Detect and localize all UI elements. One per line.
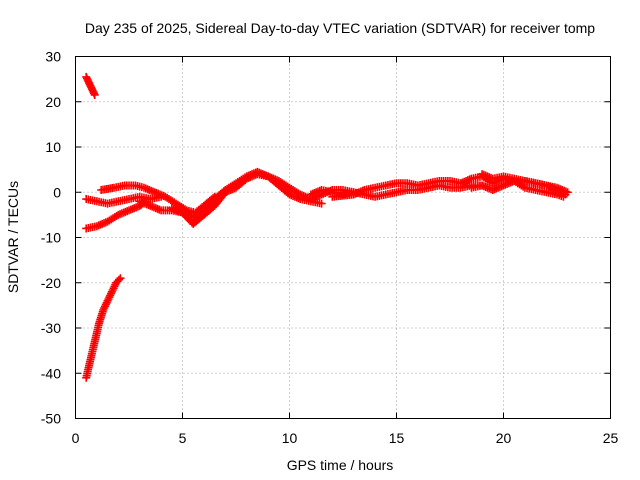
data-point [559, 189, 568, 198]
data-point [107, 287, 116, 296]
data-point [107, 289, 116, 298]
data-point [101, 302, 110, 311]
data-point [115, 275, 124, 284]
y-tick-label: 30 [45, 49, 61, 65]
x-tick-label: 20 [496, 430, 512, 446]
data-points-layer [82, 72, 572, 382]
data-point [317, 199, 326, 208]
series-pass-a [82, 72, 99, 99]
series-pass-b [82, 274, 125, 382]
data-point [103, 296, 112, 305]
tick-labels-layer: 0 5 10 15 20 25 -50 -40 -30 -20 -10 0 10 20 30 [41, 49, 619, 447]
x-tick-label: 25 [603, 430, 619, 446]
y-axis-title: SDTVAR / TECUs [5, 181, 21, 293]
ticks-layer [75, 56, 611, 419]
x-axis-title: GPS time / hours [287, 457, 394, 473]
data-point [106, 291, 115, 300]
data-point [108, 285, 117, 294]
y-tick-label: -20 [41, 275, 61, 291]
x-tick-label: 10 [282, 430, 298, 446]
data-point [101, 300, 110, 309]
y-tick-label: -30 [41, 320, 61, 336]
data-point [116, 274, 125, 283]
y-tick-label: 20 [45, 94, 61, 110]
chart-title: Day 235 of 2025, Sidereal Day-to-day VTE… [85, 20, 595, 36]
data-point [561, 190, 570, 199]
y-tick-label: 0 [53, 184, 61, 200]
series-pass-g [167, 167, 326, 222]
y-tick-label: -10 [41, 230, 61, 246]
x-tick-label: 15 [389, 430, 405, 446]
data-point [90, 90, 99, 99]
data-point [102, 298, 111, 307]
data-point [105, 293, 114, 302]
grid-layer [75, 56, 611, 419]
x-tick-label: 0 [72, 430, 80, 446]
data-point [109, 284, 118, 293]
data-point [99, 305, 108, 314]
data-point [104, 295, 113, 304]
y-tick-label: -40 [41, 365, 61, 381]
y-tick-label: -50 [41, 411, 61, 427]
x-tick-label: 5 [179, 430, 187, 446]
y-tick-label: 10 [45, 139, 61, 155]
data-point [100, 304, 109, 313]
series-pass-k [478, 170, 570, 199]
data-point [110, 282, 119, 291]
